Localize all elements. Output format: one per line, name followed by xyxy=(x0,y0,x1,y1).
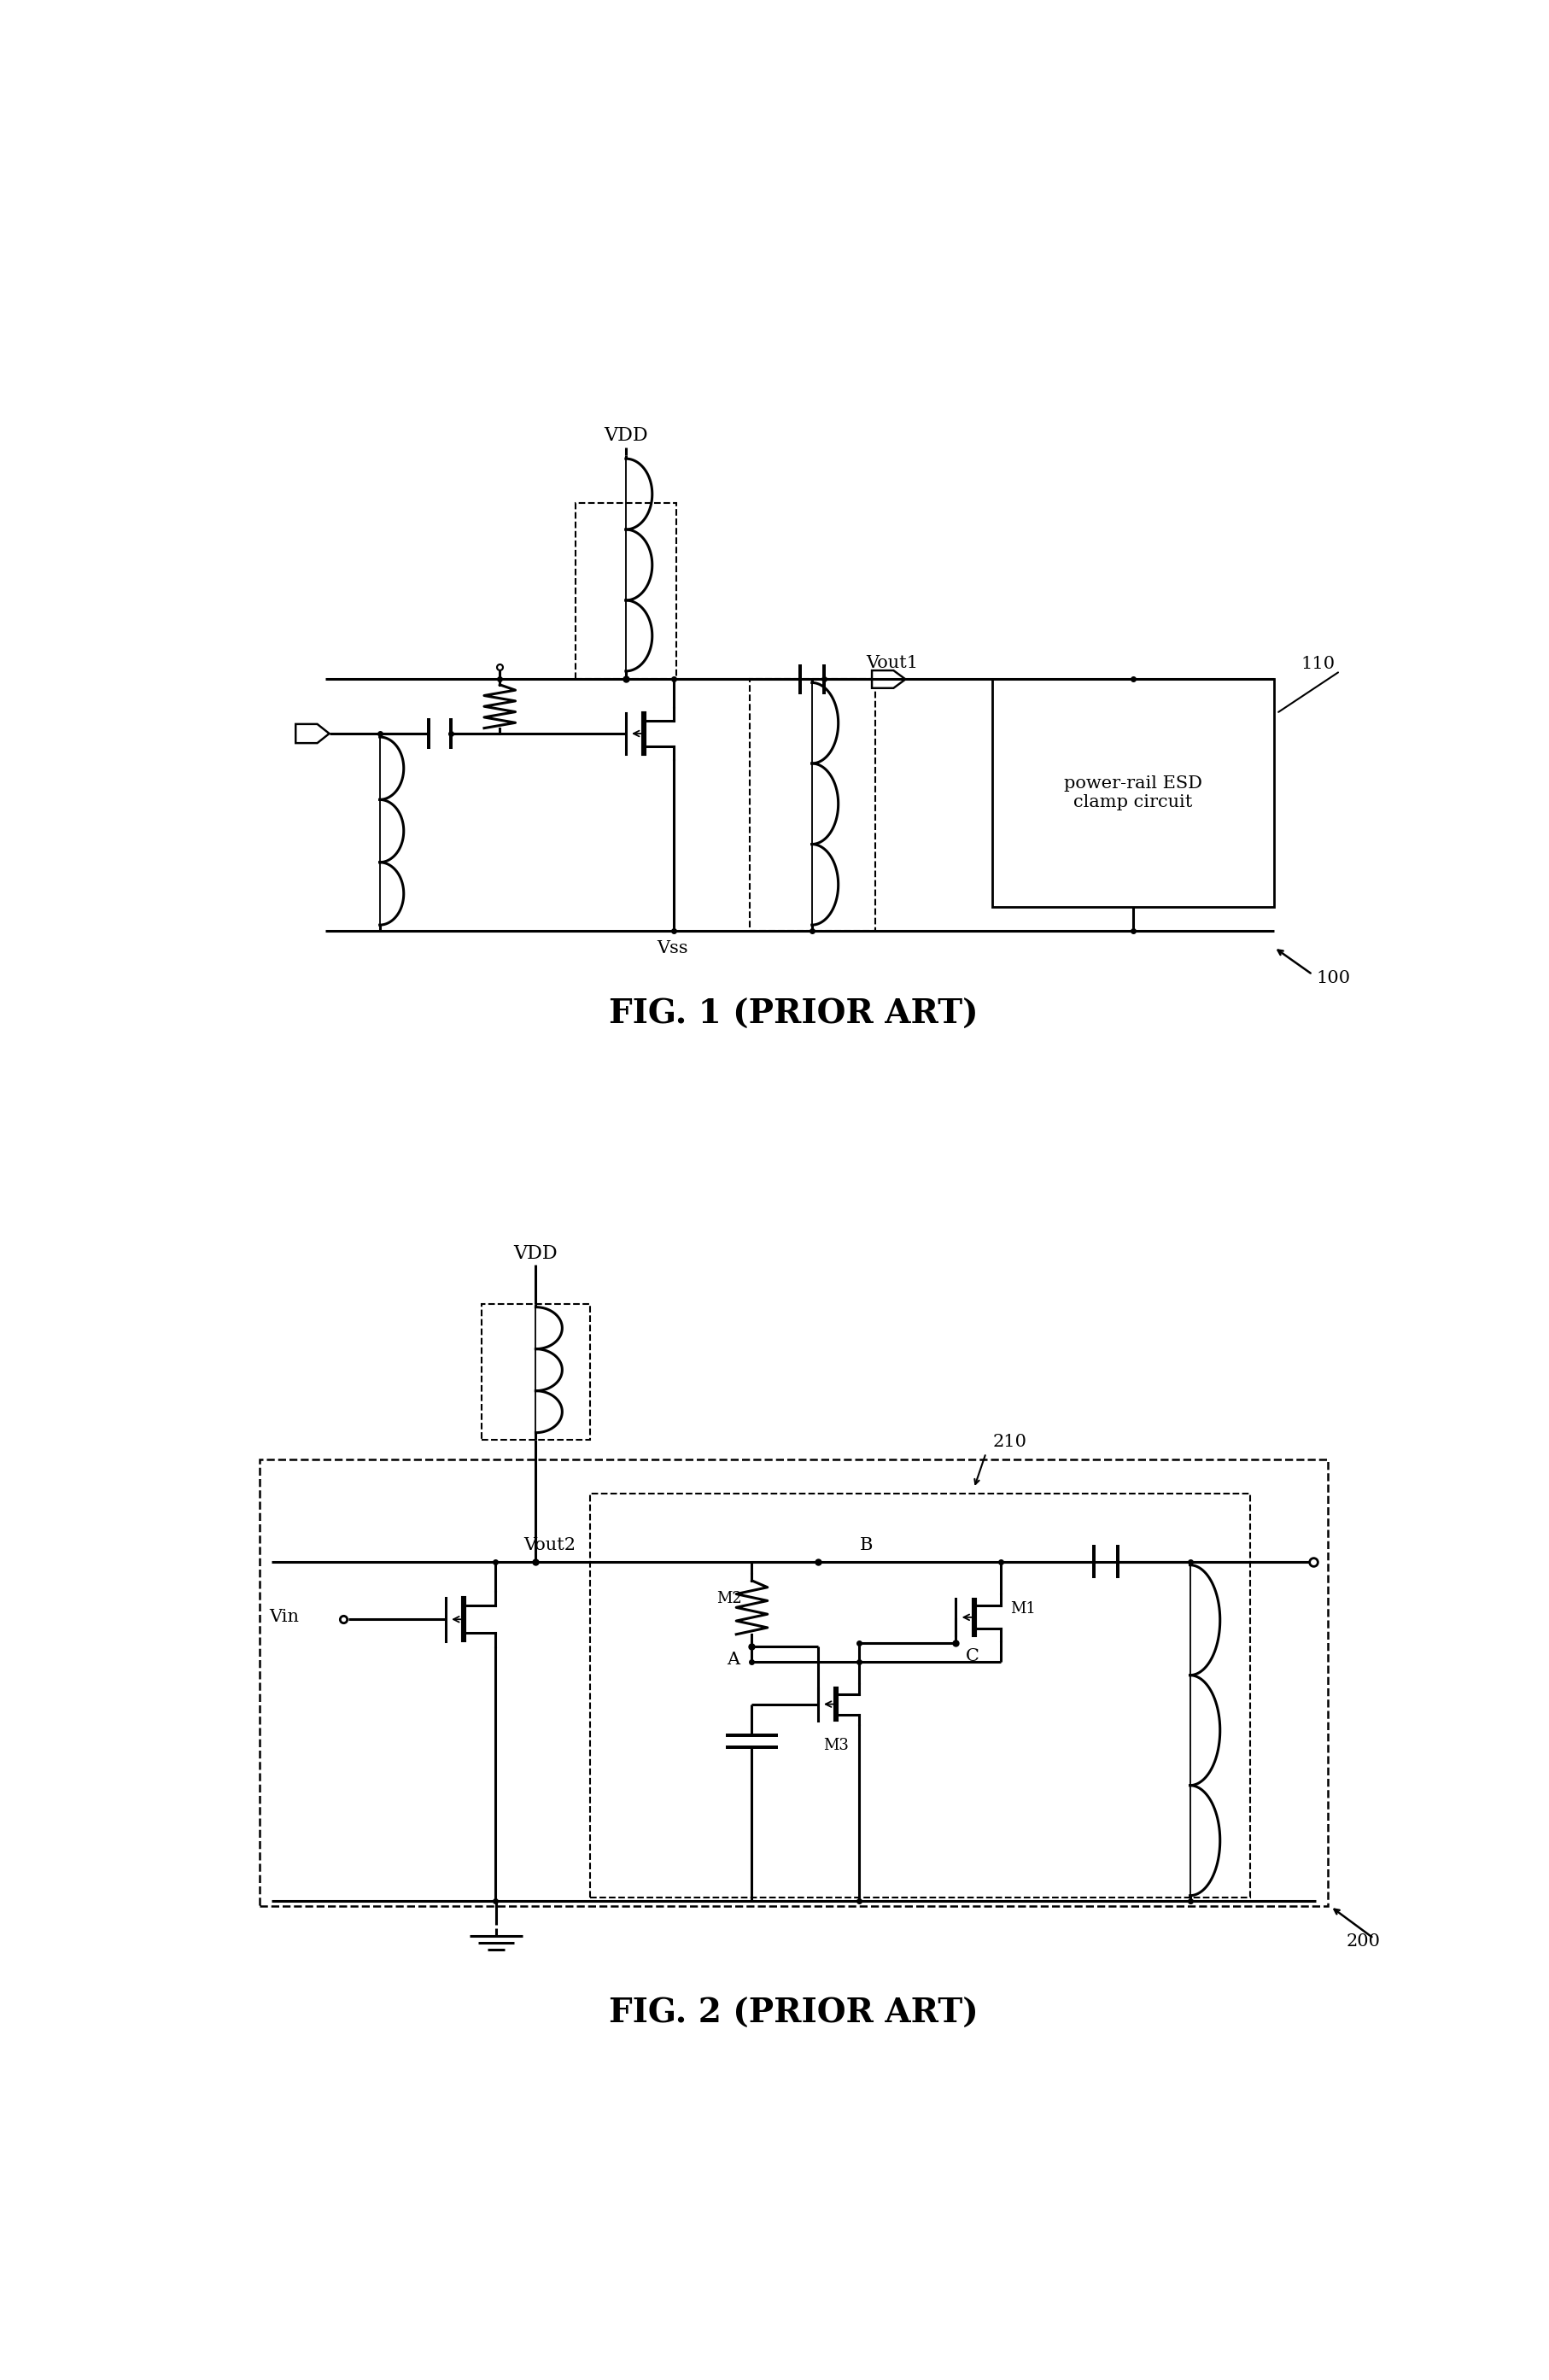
Text: 210: 210 xyxy=(993,1433,1027,1449)
Text: A: A xyxy=(726,1652,740,1668)
Text: FIG. 2 (PRIOR ART): FIG. 2 (PRIOR ART) xyxy=(609,1997,979,2030)
Text: 110: 110 xyxy=(1301,657,1335,674)
Bar xyxy=(575,502,677,678)
Text: Vout2: Vout2 xyxy=(524,1537,575,1554)
Bar xyxy=(750,678,875,931)
Polygon shape xyxy=(872,671,906,688)
Text: 200: 200 xyxy=(1346,1933,1380,1949)
Text: 100: 100 xyxy=(1317,969,1351,985)
Text: B: B xyxy=(860,1537,872,1554)
Bar xyxy=(482,1304,590,1440)
Text: Vss: Vss xyxy=(657,940,688,957)
Text: Vin: Vin xyxy=(270,1609,299,1626)
Text: FIG. 1 (PRIOR ART): FIG. 1 (PRIOR ART) xyxy=(609,997,979,1031)
Text: Vout1: Vout1 xyxy=(866,655,919,671)
Polygon shape xyxy=(296,724,330,743)
Text: M3: M3 xyxy=(823,1737,849,1754)
Text: power-rail ESD
clamp circuit: power-rail ESD clamp circuit xyxy=(1064,776,1202,812)
Text: VDD: VDD xyxy=(604,426,647,445)
Bar xyxy=(590,1495,1250,1897)
Bar xyxy=(991,678,1275,907)
Text: C: C xyxy=(965,1649,979,1664)
Text: M1: M1 xyxy=(1010,1602,1036,1616)
Text: VDD: VDD xyxy=(514,1245,558,1264)
Bar xyxy=(260,1459,1327,1906)
Text: M2: M2 xyxy=(717,1592,742,1607)
